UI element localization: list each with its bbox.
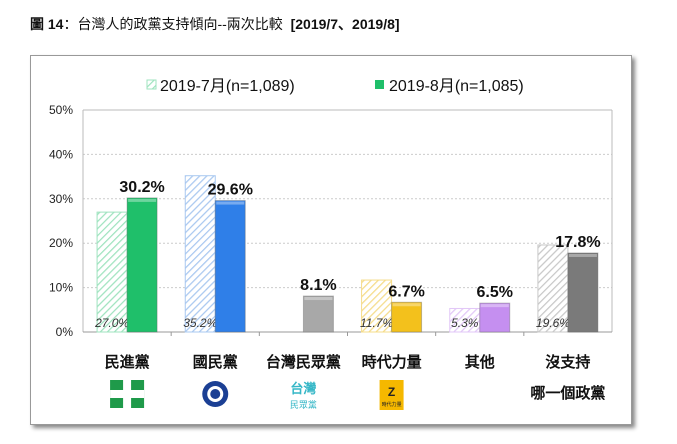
value-label-2019-7: 11.7%	[360, 316, 393, 330]
bar-2019-8	[214, 200, 246, 333]
title-dates: [2019/7、2019/8]	[290, 16, 400, 32]
category-label: 台灣民眾黨	[266, 353, 341, 371]
value-label-2019-7: 27.0%	[94, 316, 129, 330]
y-tick-label: 10%	[49, 281, 73, 295]
y-tick-label: 30%	[49, 192, 73, 206]
tpp-logo: 台灣	[290, 381, 316, 396]
category-sublabel: 哪一個政黨	[530, 384, 605, 402]
value-label-2019-7: 35.2%	[183, 316, 217, 330]
y-tick-label: 50%	[49, 103, 73, 117]
bar-2019-8	[302, 295, 334, 333]
category-label: 沒支持	[545, 353, 590, 371]
bar-highlight	[392, 303, 421, 307]
value-label-2019-8: 8.1%	[300, 277, 336, 294]
category-label: 其他	[465, 353, 495, 371]
legend-swatch-2019-8	[375, 80, 384, 89]
dpp-logo-stripe	[123, 380, 132, 408]
legend-label-2019-8: 2019-8月(n=1,085)	[389, 78, 524, 95]
y-tick-label: 40%	[49, 147, 73, 161]
bar-2019-7	[184, 175, 216, 333]
value-label-2019-8: 17.8%	[555, 234, 600, 251]
category-label: 民進黨	[105, 353, 150, 371]
title-text: ：台灣人的政黨支持傾向--兩次比較	[63, 16, 283, 32]
npp-logo	[379, 380, 404, 410]
value-label-2019-8: 6.7%	[388, 283, 424, 300]
value-label-2019-8: 29.6%	[208, 182, 253, 199]
legend-label-2019-7: 2019-7月(n=1,089)	[160, 78, 295, 95]
chart-title: 圖 14：台灣人的政黨支持傾向--兩次比較 [2019/7、2019/8]	[30, 14, 400, 34]
npp-logo-mark: Z	[388, 385, 395, 399]
bar-2019-8	[479, 302, 511, 333]
value-label-2019-8: 6.5%	[477, 284, 513, 301]
value-label-2019-7: 5.3%	[451, 316, 479, 330]
value-label-2019-8: 30.2%	[119, 179, 164, 196]
y-tick-label: 20%	[49, 236, 73, 250]
legend-swatch-2019-7	[146, 79, 157, 90]
category-label: 國民黨	[193, 353, 238, 371]
bar-highlight	[304, 297, 333, 301]
bar-highlight	[480, 304, 509, 308]
bar-2019-8	[126, 197, 158, 333]
figure-number: 圖 14	[30, 16, 64, 32]
category-label: 時代力量	[362, 353, 422, 371]
bar-2019-8	[567, 252, 599, 333]
tpp-logo-sub: 民眾黨	[290, 399, 317, 410]
bar-highlight	[128, 198, 157, 202]
value-label-2019-7: 19.6%	[536, 316, 570, 330]
bar-2019-8	[391, 301, 423, 333]
bar-highlight	[568, 253, 597, 257]
npp-logo-text: 時代力量	[382, 401, 402, 408]
bar-highlight	[216, 201, 245, 205]
y-tick-label: 0%	[56, 325, 74, 339]
bar-2019-7	[96, 211, 128, 333]
kmt-logo-center	[210, 389, 221, 399]
bar-2019-7	[537, 244, 569, 333]
